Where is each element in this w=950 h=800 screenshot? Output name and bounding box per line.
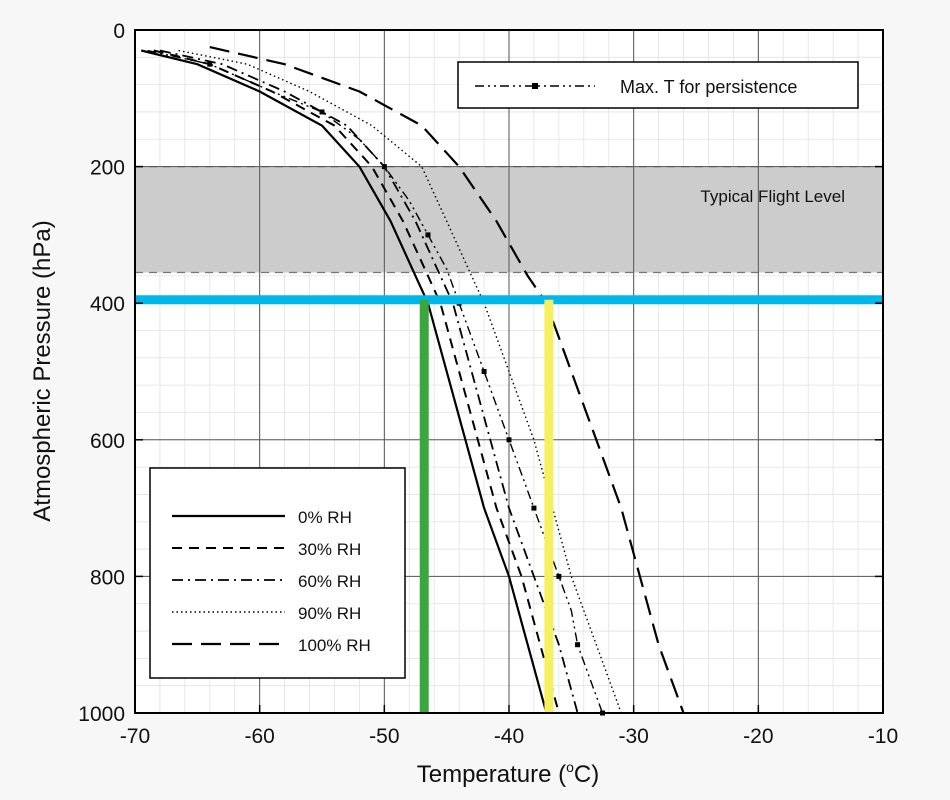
series-layer [140, 46, 685, 716]
y-tick-label: 400 [90, 293, 125, 316]
series-line-0 [140, 49, 548, 714]
series-line-2 [159, 49, 579, 714]
series-line-5 [147, 49, 604, 714]
y-tick-label: 800 [90, 566, 125, 589]
legend-secondary-marker [532, 83, 538, 89]
legend-secondary-box [457, 61, 859, 109]
x-axis-label: Temperature (oC) [417, 759, 600, 788]
x-tick-label: -50 [369, 725, 399, 748]
series-marker [575, 642, 581, 648]
series-marker [556, 573, 562, 579]
band-label: Typical Flight Level [700, 187, 845, 206]
y-tick-label: 600 [90, 430, 125, 453]
legend-secondary-label: Max. T for persistence [620, 77, 797, 97]
y-tick-label: 200 [90, 157, 125, 180]
series-marker [319, 109, 325, 115]
legend-main: 0% RH 30% RH 60% RH 90% RH 100% RH [149, 467, 406, 679]
legend-main-label: 60% RH [298, 572, 361, 591]
legend-main-label: 30% RH [298, 540, 361, 559]
legend-main-label: 0% RH [298, 508, 352, 527]
y-axis-label: Atmospheric Pressure (hPa) [29, 220, 56, 521]
legend-main-label: 90% RH [298, 604, 361, 623]
series-marker [425, 232, 431, 238]
series-marker [506, 437, 512, 443]
x-tick-label: -60 [244, 725, 274, 748]
legend-main-label: 100% RH [298, 636, 371, 655]
series-marker [481, 369, 487, 374]
y-tick-label: 1000 [78, 703, 125, 726]
x-axis-label-unit: C) [574, 761, 599, 788]
x-axis-label-base: Temperature ( [417, 761, 566, 788]
x-tick-label: -20 [743, 725, 773, 748]
x-axis-label-degree: o [566, 759, 574, 775]
axis-ticks: -70 -60 -50 -40 -30 -20 -10 0 200 400 600 800 1000 [78, 20, 898, 748]
series-line-1 [153, 49, 560, 714]
reference-lines [135, 295, 883, 713]
x-tick-label: -10 [868, 725, 898, 748]
x-tick-label: -70 [120, 725, 150, 748]
y-tick-label: 0 [113, 20, 125, 43]
x-tick-label: -40 [494, 725, 524, 748]
series-line-3 [178, 49, 622, 714]
legend-secondary: Max. T for persistence [457, 61, 859, 109]
x-tick-label: -30 [618, 725, 648, 748]
series-marker [207, 61, 213, 67]
series-marker [531, 505, 537, 511]
series-marker [381, 164, 387, 170]
